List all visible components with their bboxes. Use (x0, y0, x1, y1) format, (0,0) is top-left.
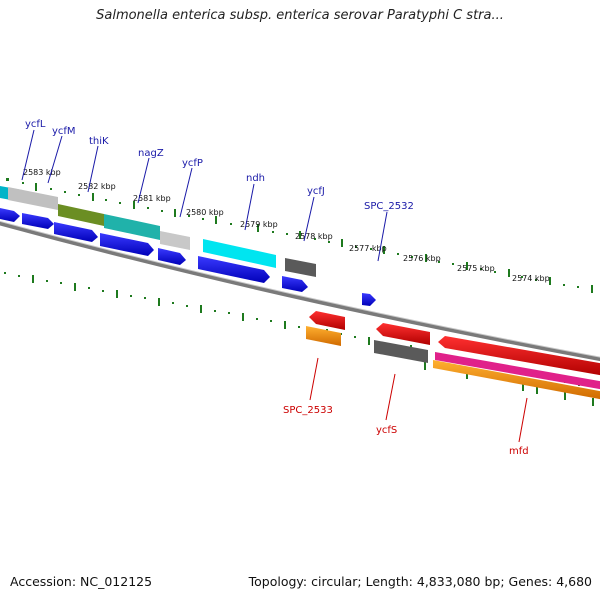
accession-text: Accession: NC_012125 (10, 574, 153, 589)
gene-arrow[interactable] (158, 248, 186, 265)
kbp-label: 2580 kbp (186, 208, 224, 217)
reverse-gene-labels (309, 357, 528, 443)
gene-label-ycfJ[interactable]: ycfJ (307, 186, 325, 197)
gene-block-lightgrey[interactable] (160, 231, 190, 250)
gene-label-thiK[interactable]: thiK (89, 136, 109, 147)
gene-arrow[interactable] (198, 256, 270, 283)
gene-arrow[interactable] (54, 222, 98, 242)
gene-label-nagZ[interactable]: nagZ (138, 148, 164, 159)
kbp-label: 2576 kbp (403, 254, 441, 263)
gene-arrow[interactable] (374, 340, 428, 363)
gene-arrow[interactable] (0, 208, 20, 222)
gene-arrow[interactable] (282, 276, 308, 292)
kbp-label: 2581 kbp (133, 194, 171, 203)
kbp-label: 2574 kbp (512, 274, 550, 283)
forward-gene-band (0, 186, 316, 277)
kbp-label: 2578 kbp (295, 232, 333, 241)
kbp-label: 2577 kbp (349, 244, 387, 253)
map-title: Salmonella enterica subsp. enterica sero… (96, 8, 504, 23)
topology-text: Topology: circular; Length: 4,833,080 bp… (248, 574, 592, 589)
gene-label-SPC_2532[interactable]: SPC_2532 (364, 201, 414, 212)
gene-arrow[interactable] (438, 336, 600, 376)
gene-arrow[interactable] (22, 213, 54, 229)
genome-backbone (0, 221, 600, 362)
gene-arrow[interactable] (306, 326, 341, 346)
kbp-label: 2579 kbp (240, 220, 278, 229)
gene-label-ndh[interactable]: ndh (246, 173, 265, 184)
gene-label-ycfL[interactable]: ycfL (25, 119, 46, 130)
gene-label-ycfM[interactable]: ycfM (52, 126, 76, 137)
gene-block-teal[interactable] (104, 214, 160, 240)
gene-arrow[interactable] (376, 323, 430, 345)
gene-block-olive[interactable] (58, 204, 104, 226)
gene-block-darkgrey[interactable] (285, 258, 316, 277)
kbp-label: 2582 kbp (78, 182, 116, 191)
gene-arrow[interactable] (309, 311, 345, 330)
gene-label-ycfS[interactable]: ycfS (376, 425, 397, 436)
gene-label-ycfP[interactable]: ycfP (182, 158, 203, 169)
kbp-label: 2575 kbp (457, 264, 495, 273)
outer-tick-track (6, 178, 593, 293)
gene-label-SPC_2533[interactable]: SPC_2533 (283, 405, 333, 416)
gene-arrow[interactable] (100, 233, 154, 256)
kbp-label: 2583 kbp (23, 168, 61, 177)
kbp-scale: 2583 kbp 2582 kbp 2581 kbp 2580 kbp 2579… (23, 168, 550, 283)
gene-block-cyan-2[interactable] (203, 239, 276, 268)
gene-block-grey[interactable] (8, 187, 58, 210)
reverse-gene-arrows (306, 311, 600, 400)
gene-block-magenta[interactable] (435, 352, 600, 390)
gene-block-orange[interactable] (433, 360, 600, 400)
forward-gene-labels (21, 129, 388, 262)
gene-arrow[interactable] (362, 293, 376, 306)
gene-label-mfd[interactable]: mfd (509, 446, 529, 457)
forward-gene-arrows (0, 208, 376, 306)
